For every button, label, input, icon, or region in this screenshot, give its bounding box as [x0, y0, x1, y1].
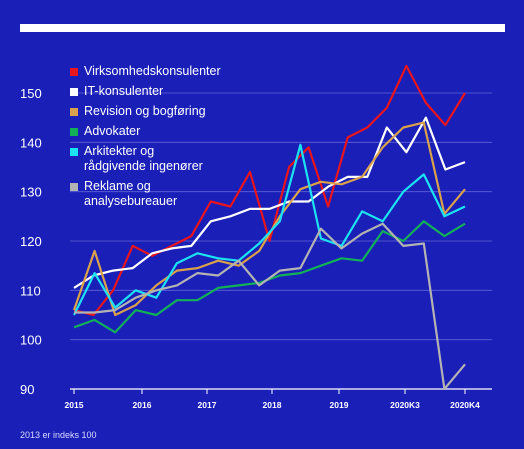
- legend-label: Advokater: [84, 124, 141, 138]
- gridlines: [70, 92, 492, 390]
- x-tick-label: 2019: [330, 400, 349, 410]
- legend-swatch: [70, 108, 78, 116]
- x-axis: 2015 2016 2017 2018 2019 2020K3 2020K4: [65, 389, 480, 410]
- x-tick-label: 2017: [198, 400, 217, 410]
- header-bar: [20, 24, 505, 32]
- legend-swatch: [70, 148, 78, 156]
- index-note: 2013 er indeks 100: [20, 430, 97, 440]
- series-lines: [72, 64, 466, 391]
- y-tick-label: 110: [20, 283, 41, 298]
- series-line: [73, 64, 466, 317]
- y-axis: 90 100 110 120 130 140 150: [20, 86, 42, 397]
- legend-item-it-konsulenter: IT-konsulenter: [70, 84, 221, 99]
- legend-swatch: [70, 183, 78, 191]
- series-line: [73, 116, 466, 289]
- x-tick-label: 2015: [65, 400, 84, 410]
- legend-label: Virksomhedskonsulenter: [84, 64, 221, 78]
- legend: Virksomhedskonsulenter IT-konsulenter Re…: [70, 64, 221, 214]
- y-tick-label: 90: [20, 382, 34, 397]
- legend-label: IT-konsulenter: [84, 84, 164, 98]
- y-tick-label: 150: [20, 86, 42, 101]
- legend-label: Arkitekter og rådgivende ingenører: [84, 144, 203, 173]
- series-line: [73, 143, 466, 316]
- x-tick-label: 2020K3: [390, 400, 420, 410]
- y-tick-label: 100: [20, 333, 42, 348]
- series-line: [74, 222, 466, 391]
- legend-item-revision: Revision og bogføring: [70, 104, 221, 119]
- legend-item-reklame: Reklame og analysebureauer: [70, 179, 221, 209]
- y-tick-label: 130: [20, 185, 42, 200]
- legend-swatch: [70, 88, 78, 96]
- legend-item-advokater: Advokater: [70, 124, 221, 139]
- x-tick-label: 2016: [133, 400, 152, 410]
- legend-item-arkitekter: Arkitekter og rådgivende ingenører: [70, 144, 221, 174]
- legend-item-virksomhedskonsulenter: Virksomhedskonsulenter: [70, 64, 221, 79]
- y-tick-label: 120: [20, 234, 42, 249]
- x-tick-label: 2018: [263, 400, 282, 410]
- legend-label: Reklame og analysebureauer: [84, 179, 178, 208]
- x-tick-label: 2020K4: [450, 400, 480, 410]
- legend-label: Revision og bogføring: [84, 104, 206, 118]
- legend-swatch: [70, 68, 78, 76]
- legend-swatch: [70, 128, 78, 136]
- y-tick-label: 140: [20, 135, 42, 150]
